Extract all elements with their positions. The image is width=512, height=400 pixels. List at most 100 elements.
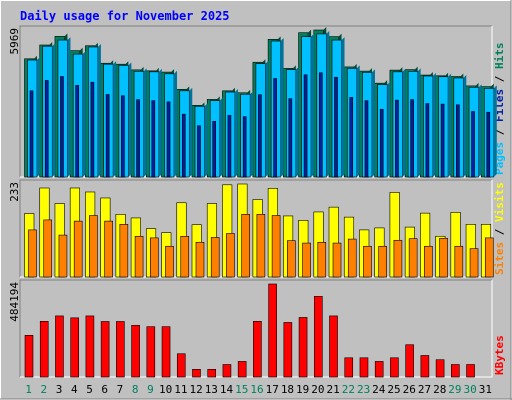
legend-separator: /: [493, 222, 506, 242]
legend-sites: Sites: [493, 242, 506, 275]
bar-kbytes-10: [161, 326, 171, 378]
x-tick-label: 6: [101, 383, 108, 396]
x-tick-label: 5: [86, 383, 93, 396]
bar-files-1: [27, 57, 40, 178]
bar-files-12: [194, 103, 208, 178]
bar-pages-16: [258, 94, 262, 178]
bar-pages-22: [349, 97, 354, 178]
bar-pages-3: [60, 76, 64, 178]
panel-kbytes: 484194 KBytes: [8, 279, 506, 378]
bar-kbytes-24: [374, 361, 384, 378]
panel-border-dark: [19, 25, 492, 177]
bar-sites-17: [271, 215, 281, 278]
panel-legend: Sites / Visits: [493, 182, 506, 275]
bar-files-25: [392, 68, 406, 178]
bar-kbytes-15: [237, 361, 247, 378]
bar-pages-28: [440, 103, 445, 178]
bar-pages-1: [29, 90, 34, 178]
bar-kbytes-4: [70, 317, 79, 378]
bar-kbytes-29: [451, 364, 460, 378]
bar-files-14: [225, 89, 238, 178]
bar-sites-29: [454, 245, 464, 278]
bar-pages-6: [105, 94, 110, 178]
bar-sites-14: [226, 233, 235, 278]
bar-pages-23: [364, 100, 369, 178]
bar-sites-12: [195, 241, 205, 278]
bar-files-16: [255, 60, 269, 178]
bar-files-23: [362, 69, 375, 178]
bar-sites-19: [302, 242, 311, 278]
bar-kbytes-5: [85, 315, 95, 378]
bar-kbytes-11: [176, 353, 186, 378]
bar-pages-31: [486, 111, 491, 178]
bar-sites-4: [73, 220, 83, 278]
bar-files-27: [423, 73, 436, 178]
bar-kbytes-7: [116, 321, 125, 378]
chart-title: Daily usage for November 2025: [20, 9, 230, 23]
bar-pages-18: [288, 98, 293, 178]
bar-files-7: [118, 62, 132, 178]
x-tick-label: 29: [448, 383, 461, 396]
bar-sites-9: [150, 237, 159, 278]
bar-files-31: [483, 85, 497, 178]
bar-kbytes-6: [100, 321, 110, 378]
bar-kbytes-3: [55, 315, 64, 378]
legend-separator: /: [493, 69, 506, 89]
x-tick-label: 13: [205, 383, 218, 396]
bar-pages-13: [212, 121, 217, 178]
bar-sites-20: [317, 241, 327, 278]
bar-files-4: [72, 51, 86, 178]
bar-pages-15: [242, 116, 247, 178]
panel-border-dark: [19, 179, 492, 277]
bar-files-29: [453, 74, 467, 178]
bar-kbytes-25: [390, 357, 399, 378]
bar-files-11: [179, 87, 193, 178]
bar-kbytes-19: [298, 317, 308, 378]
bar-files-17: [270, 38, 284, 178]
bar-files-18: [286, 66, 299, 178]
bar-sites-25: [393, 239, 403, 278]
panel-visits: 233 Sites / Visits: [8, 179, 506, 278]
bar-files-6: [103, 61, 117, 178]
x-tick-label: 8: [132, 383, 139, 396]
x-tick-label: 27: [418, 383, 431, 396]
bar-kbytes-26: [405, 344, 414, 378]
bar-files-21: [331, 37, 345, 178]
bar-pages-19: [303, 74, 308, 178]
bar-sites-13: [210, 237, 220, 278]
x-axis-labels: 1 2 3 4 5 6 7 8 9 10 11 12 13 14 15 16 17 18 19 20 21 22 23 24 2…: [25, 383, 492, 396]
legend-visits: Visits: [493, 182, 506, 222]
bar-files-20: [316, 30, 330, 178]
bar-kbytes-1: [24, 335, 34, 378]
bar-pages-2: [44, 80, 49, 178]
x-tick-label: 16: [250, 383, 263, 396]
bar-files-10: [164, 70, 178, 178]
x-tick-label: 18: [281, 383, 294, 396]
x-tick-label: 11: [174, 383, 187, 396]
bar-pages-11: [181, 113, 186, 178]
x-tick-label: 31: [479, 383, 492, 396]
bar-sites-2: [43, 219, 53, 278]
bar-sites-27: [424, 245, 433, 278]
bar-pages-25: [395, 99, 399, 178]
x-tick-label: 7: [117, 383, 124, 396]
bar-kbytes-21: [329, 315, 338, 378]
bar-sites-10: [165, 245, 174, 278]
bar-sites-7: [119, 224, 129, 278]
bar-pages-8: [136, 99, 140, 178]
panel-max-label: 484194: [8, 282, 21, 322]
bar-pages-20: [318, 72, 323, 178]
bar-pages-30: [471, 111, 475, 178]
bar-files-8: [133, 68, 147, 178]
x-tick-label: 25: [387, 383, 400, 396]
bar-kbytes-16: [253, 320, 262, 378]
bar-sites-15: [241, 214, 250, 278]
bar-sites-31: [484, 237, 494, 278]
bar-pages-21: [334, 76, 338, 178]
bar-pages-29: [456, 104, 460, 178]
bar-pages-10: [166, 101, 171, 178]
bar-sites-3: [58, 234, 68, 278]
panel-legend: KBytes: [493, 335, 506, 375]
